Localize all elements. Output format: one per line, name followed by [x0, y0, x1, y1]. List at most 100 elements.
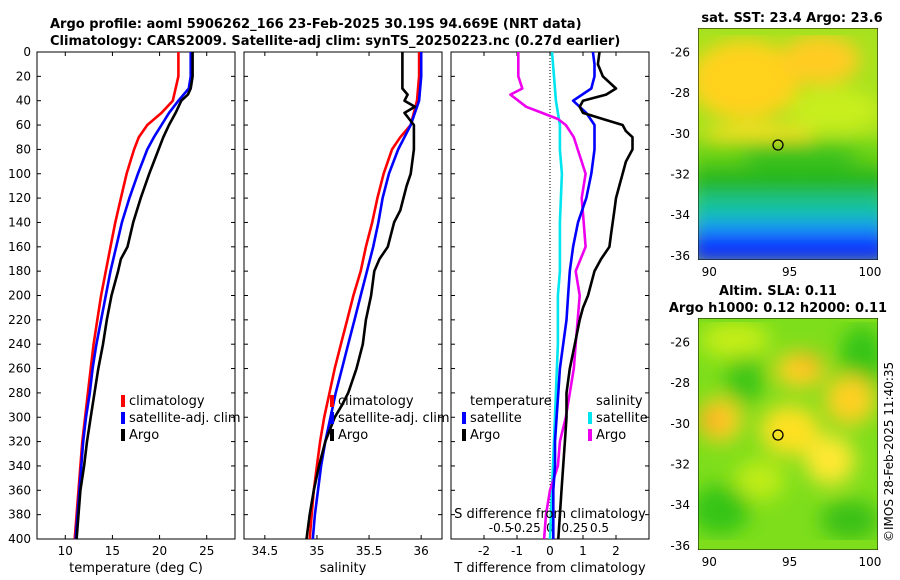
- legend-swatch-satellite: [330, 412, 334, 424]
- x-tick-label: -1: [511, 544, 523, 558]
- legend-swatch-climatology: [121, 395, 125, 407]
- y-tick-label: 340: [8, 459, 31, 473]
- legend-swatch-t-argo: [462, 429, 466, 441]
- series-line-climatology: [308, 52, 421, 540]
- map-x-tick-label: 100: [859, 555, 882, 569]
- difference-legend-salinity: salinity satellite Argo: [588, 394, 648, 443]
- y-tick-label: 220: [8, 313, 31, 327]
- y-tick-label: 140: [8, 215, 31, 229]
- legend-label-s-argo: Argo: [596, 428, 626, 443]
- legend-label-climatology: climatology: [129, 394, 205, 409]
- legend-label-s-satellite: satellite: [596, 411, 648, 426]
- sla-map-title: Altim. SLA: 0.11: [719, 284, 837, 299]
- series-line-satellite-adj-clim: [74, 52, 192, 540]
- y-tick-label: 320: [8, 435, 31, 449]
- legend-label-t-satellite: satellite: [470, 411, 522, 426]
- legend-swatch-argo: [330, 429, 334, 441]
- y-tick-label: 260: [8, 362, 31, 376]
- lines-layer: [73, 51, 634, 540]
- map-x-tick-label: 100: [859, 265, 882, 279]
- series-line-s-argo: [509, 52, 587, 540]
- map-x-tick-label: 90: [702, 265, 717, 279]
- x-tick-label: 0: [546, 544, 554, 558]
- x-tick-label: 15: [105, 544, 120, 558]
- x-tick-label: 1: [579, 544, 587, 558]
- map-x-tick-label: 90: [702, 555, 717, 569]
- sst-argo-marker: [772, 139, 784, 151]
- map-y-tick-label: -34: [670, 208, 690, 222]
- y-tick-label: 160: [8, 240, 31, 254]
- map-y-tick-label: -32: [670, 168, 690, 182]
- legend-label-satellite: satellite-adj. clim: [338, 411, 450, 426]
- legend-title-salinity: salinity: [596, 394, 643, 409]
- difference-xlabel: T difference from climatology: [453, 561, 646, 576]
- legend-label-argo: Argo: [338, 428, 368, 443]
- x-tick-label: 10: [58, 544, 73, 558]
- map-y-tick-label: -36: [670, 249, 690, 263]
- y-tick-label: 60: [16, 118, 31, 132]
- y-tick-label: 80: [16, 142, 31, 156]
- axes-layer: 0204060801001201401601802002202402602803…: [8, 45, 881, 569]
- map-y-tick-label: -26: [670, 45, 690, 59]
- x-tick-label: 36: [414, 544, 429, 558]
- x-tick-label: 2: [612, 544, 620, 558]
- y-tick-label: 20: [16, 69, 31, 83]
- salinity-legend: climatology satellite-adj. clim Argo: [330, 394, 450, 443]
- sst-map-image: [698, 28, 878, 260]
- sla-map-image: [698, 318, 878, 550]
- y-tick-label: 0: [23, 45, 31, 59]
- x-tick-label: 34.5: [251, 544, 278, 558]
- legend-label-t-argo: Argo: [470, 428, 500, 443]
- temperature-xlabel: temperature (deg C): [69, 561, 203, 576]
- x-tick-label: -2: [478, 544, 490, 558]
- y-tick-label: 380: [8, 508, 31, 522]
- difference-legend-temperature: temperature satellite Argo: [462, 394, 552, 443]
- x-tick-label: 25: [199, 544, 214, 558]
- legend-swatch-s-satellite: [588, 412, 592, 424]
- legend-swatch-argo: [121, 429, 125, 441]
- legend-label-argo: Argo: [129, 428, 159, 443]
- y-tick-label: 300: [8, 410, 31, 424]
- map-y-tick-label: -26: [670, 335, 690, 349]
- map-x-tick-label: 95: [782, 555, 797, 569]
- series-line-satellite-adj-clim: [311, 52, 423, 540]
- y-tick-label: 360: [8, 483, 31, 497]
- y-tick-label: 120: [8, 191, 31, 205]
- y-tick-label: 240: [8, 337, 31, 351]
- legend-swatch-satellite: [121, 412, 125, 424]
- legend-label-climatology: climatology: [338, 394, 414, 409]
- map-y-tick-label: -30: [670, 417, 690, 431]
- salinity-xlabel: salinity: [320, 561, 367, 576]
- legend-label-satellite: satellite-adj. clim: [129, 411, 241, 426]
- y-tick-label: 400: [8, 532, 31, 546]
- y-tick-label: 100: [8, 167, 31, 181]
- map-y-tick-label: -28: [670, 86, 690, 100]
- x2-tick-label: -0.25: [510, 521, 541, 535]
- y-tick-label: 280: [8, 386, 31, 400]
- map-y-tick-label: -30: [670, 127, 690, 141]
- y-tick-label: 40: [16, 94, 31, 108]
- y-tick-label: 200: [8, 289, 31, 303]
- x-tick-label: 35.5: [356, 544, 383, 558]
- series-line-t-argo: [557, 51, 634, 540]
- map-y-tick-label: -36: [670, 539, 690, 553]
- legend-swatch-t-satellite: [462, 412, 466, 424]
- map-y-tick-label: -28: [670, 376, 690, 390]
- legend-swatch-climatology: [330, 395, 334, 407]
- map-x-tick-label: 95: [782, 265, 797, 279]
- difference-xlabel2: S difference from climatology: [454, 507, 646, 522]
- sst-map-title: sat. SST: 23.4 Argo: 23.6: [701, 11, 882, 26]
- map-y-tick-label: -34: [670, 498, 690, 512]
- y-tick-label: 180: [8, 264, 31, 278]
- header-line2: Climatology: CARS2009. Satellite-adj cli…: [50, 34, 620, 49]
- header-line1: Argo profile: aoml 5906262_166 23-Feb-20…: [50, 17, 582, 32]
- x2-tick-label: 0.25: [561, 521, 588, 535]
- x2-tick-label: 0.5: [590, 521, 609, 535]
- x-tick-label: 20: [152, 544, 167, 558]
- x2-tick-label: -0.5: [489, 521, 512, 535]
- series-line-argo: [75, 52, 194, 540]
- credit-text: ©IMOS 28-Feb-2025 11:40:35: [882, 362, 896, 542]
- temperature-axes: [36, 51, 236, 540]
- sla-argo-marker: [772, 429, 784, 441]
